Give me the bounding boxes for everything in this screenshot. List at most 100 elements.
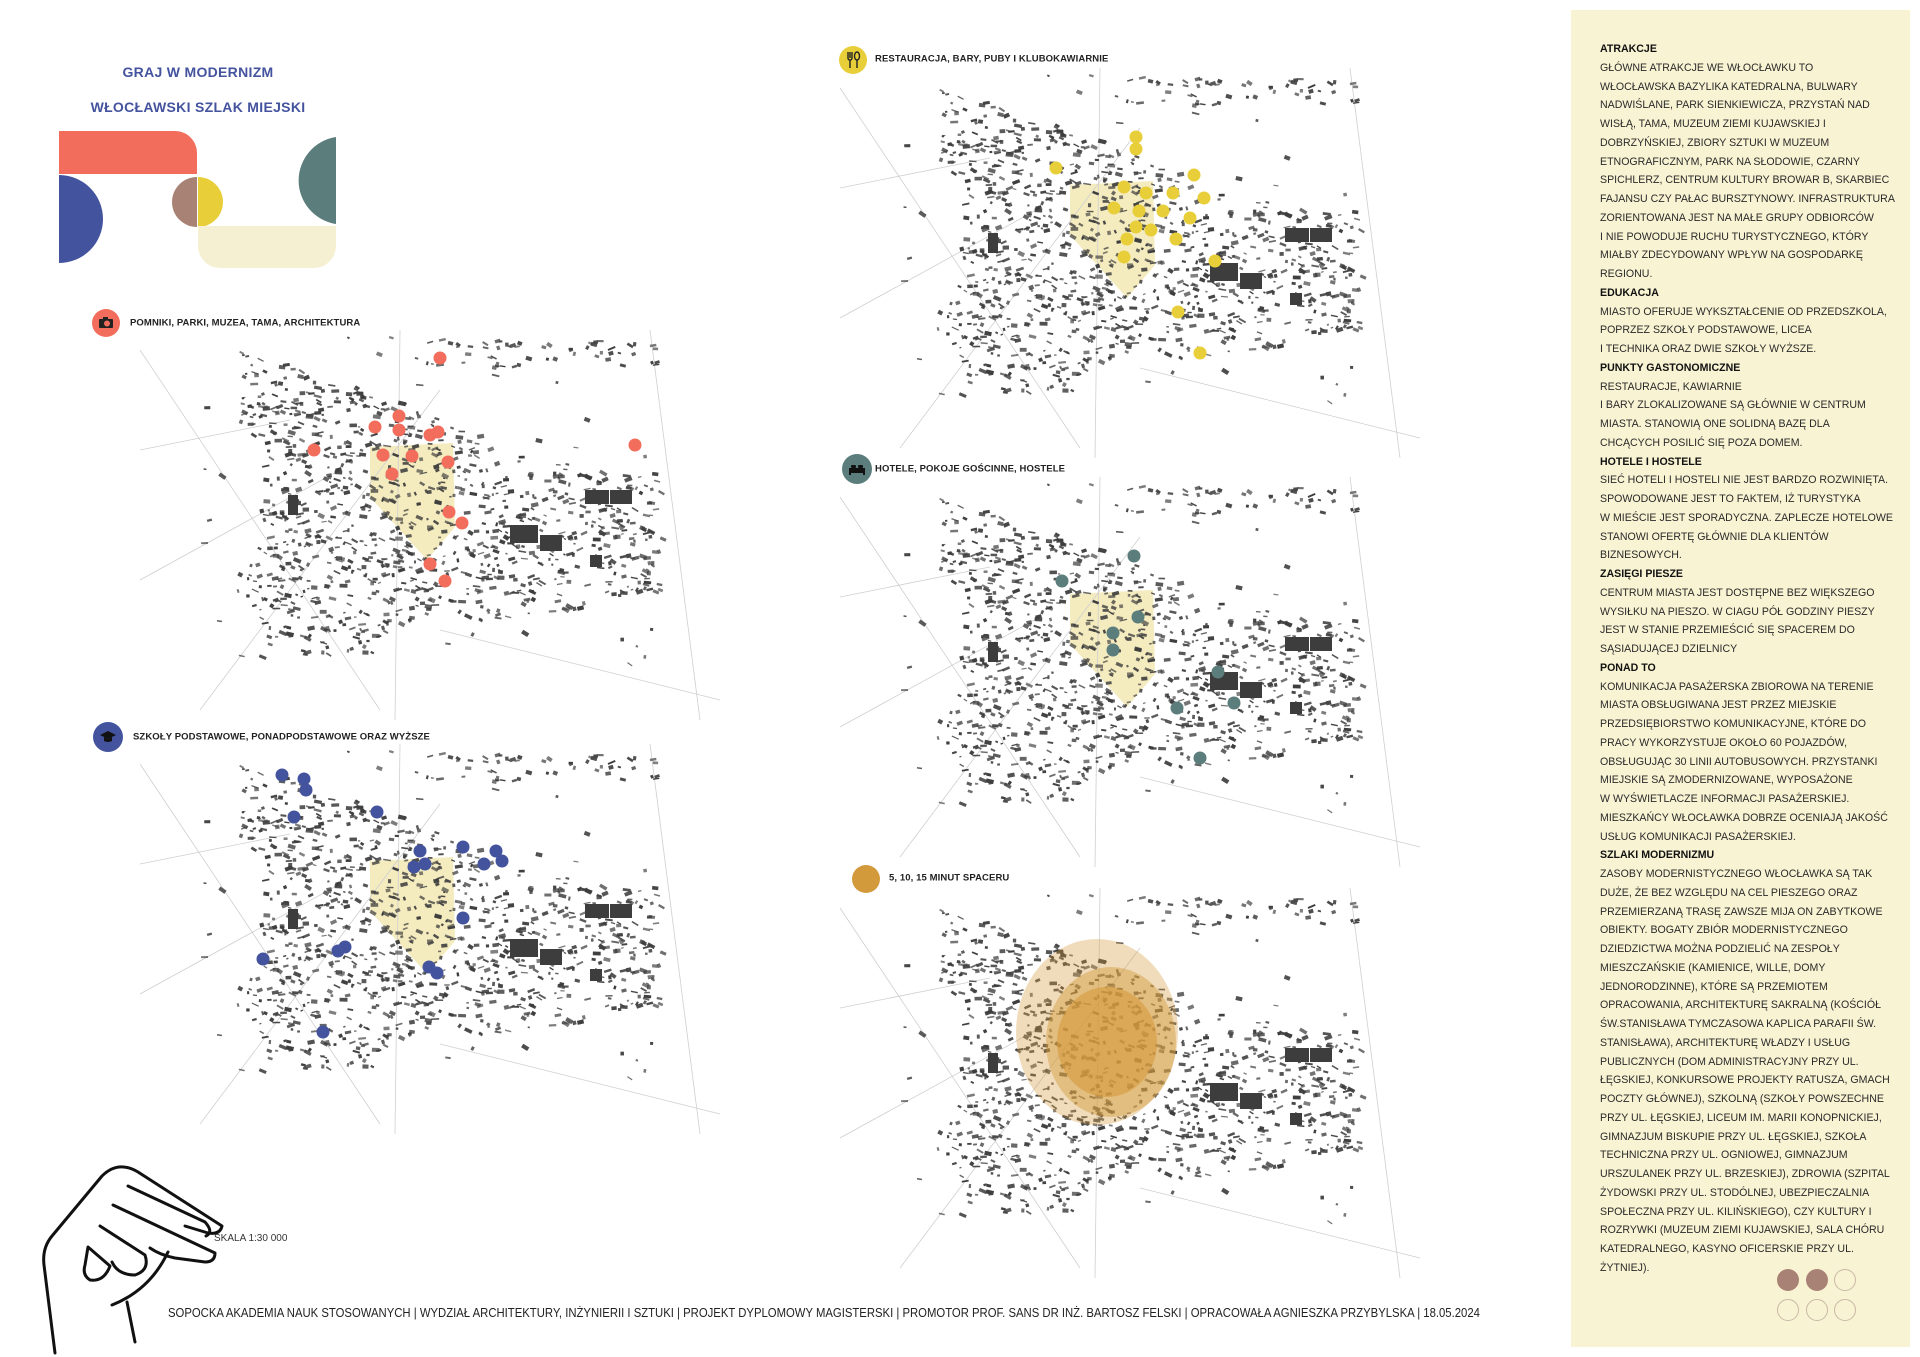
- attraction-marker[interactable]: [376, 448, 390, 462]
- section-text-line: GIMNAZJUM BISKUPIE PRZY UL. ŁĘGSKIEJ, SZ…: [1600, 1130, 1867, 1143]
- section-text-line: USŁUG KOMUNIKACJI PASAŻERSKIEJ.: [1600, 830, 1796, 843]
- section-text-line: STANOWI OFERTĘ GŁÓWNIE DLA KLIENTÓW: [1600, 530, 1829, 543]
- school-marker[interactable]: [287, 810, 301, 824]
- attraction-marker[interactable]: [433, 351, 447, 365]
- restaurant-marker[interactable]: [1132, 204, 1146, 218]
- hotel-marker[interactable]: [1211, 665, 1225, 679]
- attraction-marker[interactable]: [385, 467, 399, 481]
- city-center-zone: [370, 857, 455, 974]
- walk-range-5-min: [1057, 987, 1157, 1097]
- restaurant-marker[interactable]: [1197, 191, 1211, 205]
- restaurant-marker[interactable]: [1183, 211, 1197, 225]
- attraction-marker[interactable]: [392, 423, 406, 437]
- attraction-marker[interactable]: [438, 574, 452, 588]
- page-dot-empty[interactable]: [1777, 1299, 1799, 1321]
- poster-subtitle: WŁOCŁAWSKI SZLAK MIEJSKI: [90, 99, 306, 115]
- school-marker[interactable]: [407, 860, 421, 874]
- hotel-marker[interactable]: [1127, 549, 1141, 563]
- school-marker[interactable]: [331, 944, 345, 958]
- school-marker[interactable]: [413, 844, 427, 858]
- hand-icon: [42, 1165, 224, 1355]
- hotel-marker[interactable]: [1106, 643, 1120, 657]
- restaurant-marker[interactable]: [1169, 232, 1183, 246]
- school-marker[interactable]: [495, 854, 509, 868]
- section-text-line: OPRACOWANIA, ARCHITEKTURĘ SAKRALNĄ (KOŚC…: [1600, 999, 1881, 1012]
- section-text-line: ŻYTNIEJ).: [1600, 1261, 1650, 1274]
- school-marker[interactable]: [316, 1025, 330, 1039]
- hotel-marker[interactable]: [1227, 696, 1241, 710]
- school-marker[interactable]: [430, 966, 444, 980]
- school-marker[interactable]: [275, 768, 289, 782]
- section-text-line: OBIEKTY. BOGATY ZBIÓR MODERNISTYCZNEGO: [1600, 924, 1848, 937]
- section-text-line: SĄSIADUJĄCEJ DZIELNICY: [1600, 643, 1738, 655]
- school-marker[interactable]: [370, 805, 384, 819]
- legend-walking-ranges: 5, 10, 15 MINUT SPACERU: [889, 872, 1010, 884]
- fork-spoon-icon: [839, 46, 867, 74]
- page-dot-empty[interactable]: [1806, 1299, 1828, 1321]
- attraction-marker[interactable]: [455, 516, 469, 530]
- restaurant-marker[interactable]: [1129, 142, 1143, 156]
- restaurant-marker[interactable]: [1171, 305, 1185, 319]
- page-dot-filled[interactable]: [1777, 1269, 1799, 1291]
- hotel-marker[interactable]: [1106, 626, 1120, 640]
- restaurant-marker[interactable]: [1049, 161, 1063, 175]
- restaurant-marker[interactable]: [1107, 201, 1121, 215]
- attraction-marker[interactable]: [368, 420, 382, 434]
- circle-icon: [852, 865, 880, 893]
- section-text-line: JEST W STANIE PRZEMIEŚCIĆ SIĘ SPACEREM D…: [1600, 624, 1855, 637]
- section-text-line: NADWIŚLANE, PARK SIENKIEWICZA, PRZYSTAŃ …: [1600, 99, 1870, 112]
- school-marker[interactable]: [418, 857, 432, 871]
- hotel-marker[interactable]: [1055, 574, 1069, 588]
- restaurant-marker[interactable]: [1117, 180, 1131, 194]
- school-marker[interactable]: [477, 857, 491, 871]
- attraction-marker[interactable]: [307, 443, 321, 457]
- attraction-marker[interactable]: [392, 409, 406, 423]
- attraction-marker[interactable]: [442, 505, 456, 519]
- footer-credits: SOPOCKA AKADEMIA NAUK STOSOWANYCH | WYDZ…: [168, 1305, 1480, 1320]
- section-text-line: PRZEMIERZANĄ TRASĘ ZAWSZE MIJA ON ZABYTK…: [1600, 905, 1883, 918]
- restaurant-marker[interactable]: [1193, 346, 1207, 360]
- school-marker[interactable]: [489, 844, 503, 858]
- section-heading: PONAD TO: [1600, 661, 1656, 674]
- attraction-marker[interactable]: [405, 449, 419, 463]
- restaurant-marker[interactable]: [1120, 232, 1134, 246]
- attraction-marker[interactable]: [628, 438, 642, 452]
- restaurant-marker[interactable]: [1117, 250, 1131, 264]
- section-text-line: SIEĆ HOTELI I HOSTELI NIE JEST BARDZO RO…: [1600, 474, 1889, 487]
- section-text-line: MIASTA OBSŁUGIWANA JEST PRZEZ MIEJSKIE: [1600, 699, 1837, 712]
- school-marker[interactable]: [256, 952, 270, 966]
- map-restaurants: [840, 68, 1420, 458]
- section-text-line: CHCĄCYCH POSILIĆ SIĘ POZA DOMEM.: [1600, 436, 1803, 449]
- restaurant-marker[interactable]: [1208, 254, 1222, 268]
- restaurant-marker[interactable]: [1187, 168, 1201, 182]
- section-text-line: MIASTO OFERUJE WYKSZTAŁCENIE OD PRZEDSZK…: [1600, 305, 1887, 318]
- school-marker[interactable]: [456, 911, 470, 925]
- logo: [59, 131, 336, 268]
- section-text-line: STANISŁAWA), ARCHITEKTURĘ WŁADZY I USŁUG: [1600, 1036, 1851, 1049]
- page-dot-empty[interactable]: [1834, 1299, 1856, 1321]
- section-text-line: MIASTA. STANOWIĄ ONE SOLIDNĄ BAZĘ DLA: [1600, 418, 1830, 430]
- restaurant-marker[interactable]: [1139, 186, 1153, 200]
- attraction-marker[interactable]: [423, 557, 437, 571]
- restaurant-marker[interactable]: [1156, 204, 1170, 218]
- attraction-marker[interactable]: [441, 455, 455, 469]
- section-text-line: ETNOGRAFICZNYM, PARK NA SŁODOWIE, CZARNY: [1600, 155, 1860, 168]
- section-text-line: MIESZKAŃCY WŁOCŁAWKA DOBRZE OCENIAJĄ JAK…: [1600, 811, 1888, 824]
- restaurant-marker[interactable]: [1144, 223, 1158, 237]
- restaurant-marker[interactable]: [1129, 220, 1143, 234]
- section-text-line: BIZNESOWYCH.: [1600, 549, 1682, 562]
- page-dot-empty[interactable]: [1834, 1269, 1856, 1291]
- hotel-marker[interactable]: [1131, 610, 1145, 624]
- school-marker[interactable]: [297, 772, 311, 786]
- hotel-marker[interactable]: [1193, 751, 1207, 765]
- hotel-marker[interactable]: [1170, 701, 1184, 715]
- legend-attractions: POMNIKI, PARKI, MUZEA, TAMA, ARCHITEKTUR…: [130, 317, 361, 329]
- page-dot-filled[interactable]: [1806, 1269, 1828, 1291]
- school-marker[interactable]: [456, 840, 470, 854]
- section-heading: PUNKTY GASTONOMICZNE: [1600, 361, 1741, 374]
- restaurant-marker[interactable]: [1129, 130, 1143, 144]
- attraction-marker[interactable]: [431, 425, 445, 439]
- restaurant-marker[interactable]: [1166, 186, 1180, 200]
- school-marker[interactable]: [299, 783, 313, 797]
